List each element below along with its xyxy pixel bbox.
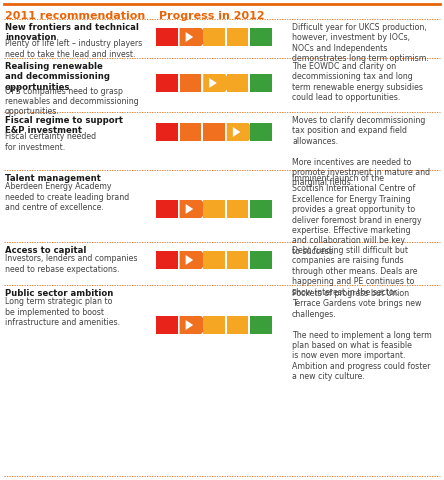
Text: Debt funding still difficult but
companies are raising funds
through other means: Debt funding still difficult but compani… bbox=[292, 245, 417, 296]
Bar bbox=[203, 201, 225, 218]
Text: OFS companies need to grasp
renewables and decommissioning
opportunities.: OFS companies need to grasp renewables a… bbox=[5, 86, 139, 116]
Bar bbox=[227, 252, 248, 269]
Polygon shape bbox=[186, 204, 193, 215]
Text: Pockets of progress but Union
Terrace Gardens vote brings new
challenges.

The n: Pockets of progress but Union Terrace Ga… bbox=[292, 288, 432, 381]
Polygon shape bbox=[180, 316, 210, 334]
Text: Public sector ambition: Public sector ambition bbox=[5, 288, 113, 298]
Bar bbox=[203, 29, 225, 47]
Polygon shape bbox=[180, 29, 210, 47]
Polygon shape bbox=[180, 201, 210, 218]
Polygon shape bbox=[186, 320, 193, 330]
Bar bbox=[227, 201, 248, 218]
Text: Talent management: Talent management bbox=[5, 174, 101, 182]
Bar bbox=[180, 124, 201, 142]
Bar bbox=[250, 316, 272, 334]
Text: Investors, lenders and companies
need to rebase expectations.: Investors, lenders and companies need to… bbox=[5, 253, 138, 273]
Polygon shape bbox=[186, 255, 193, 265]
Text: Fiscal certainty needed
for investment.: Fiscal certainty needed for investment. bbox=[5, 132, 96, 152]
Bar bbox=[156, 124, 178, 142]
Polygon shape bbox=[203, 75, 233, 93]
Bar bbox=[180, 75, 201, 93]
Polygon shape bbox=[186, 33, 193, 43]
Bar bbox=[203, 124, 225, 142]
Text: Long term strategic plan to
be implemented to boost
infrastructure and amenities: Long term strategic plan to be implement… bbox=[5, 297, 120, 326]
Bar bbox=[156, 316, 178, 334]
Bar bbox=[156, 75, 178, 93]
Bar bbox=[227, 75, 248, 93]
Text: Access to capital: Access to capital bbox=[5, 245, 87, 254]
Bar bbox=[203, 252, 225, 269]
Polygon shape bbox=[233, 128, 240, 138]
Text: Moves to clarify decommissioning
tax position and expand field
allowances.

More: Moves to clarify decommissioning tax pos… bbox=[292, 116, 430, 187]
Text: Imminent launch of the
Scottish International Centre of
Excellence for Energy Tr: Imminent launch of the Scottish Internat… bbox=[292, 174, 422, 255]
Text: Plenty of life left – industry players
need to take the lead and invest.: Plenty of life left – industry players n… bbox=[5, 39, 142, 59]
Text: Difficult year for UKCS production,
however, investment by IOCs,
NOCs and Indepe: Difficult year for UKCS production, howe… bbox=[292, 23, 429, 63]
Bar bbox=[250, 201, 272, 218]
Bar bbox=[250, 252, 272, 269]
Text: The EOWDC and clarity on
decommissioning tax and long
term renewable energy subs: The EOWDC and clarity on decommissioning… bbox=[292, 62, 423, 102]
Text: 2011 recommendation: 2011 recommendation bbox=[5, 11, 145, 21]
Bar bbox=[203, 316, 225, 334]
Bar bbox=[227, 316, 248, 334]
Bar bbox=[156, 29, 178, 47]
Bar bbox=[156, 201, 178, 218]
Bar bbox=[156, 252, 178, 269]
Polygon shape bbox=[180, 252, 210, 269]
Text: Realising renewable
and decommissioning
opportunities: Realising renewable and decommissioning … bbox=[5, 62, 110, 92]
Polygon shape bbox=[227, 124, 257, 142]
Polygon shape bbox=[209, 79, 217, 89]
Text: Progress in 2012: Progress in 2012 bbox=[159, 11, 265, 21]
Bar bbox=[250, 75, 272, 93]
Text: Aberdeen Energy Academy
needed to create leading brand
and centre of excellence.: Aberdeen Energy Academy needed to create… bbox=[5, 182, 129, 212]
Bar bbox=[227, 29, 248, 47]
Text: Fiscal regime to support
E&P investment: Fiscal regime to support E&P investment bbox=[5, 116, 123, 135]
Bar bbox=[250, 29, 272, 47]
Text: New frontiers and technical
innovation: New frontiers and technical innovation bbox=[5, 23, 139, 42]
Bar bbox=[250, 124, 272, 142]
